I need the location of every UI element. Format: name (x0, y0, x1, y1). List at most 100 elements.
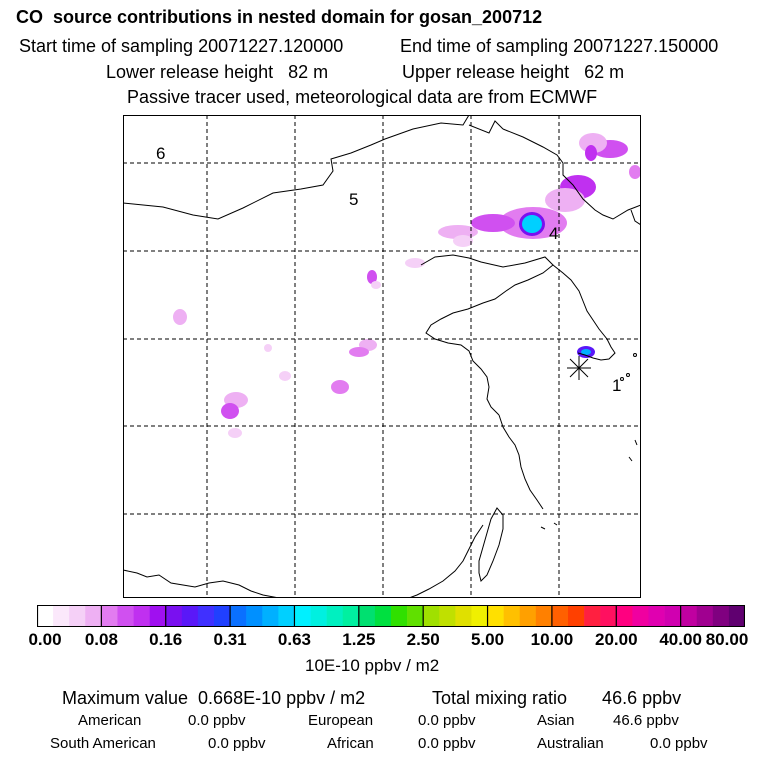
colorbar-cell (632, 605, 649, 627)
asian-value: 46.6 ppbv (613, 712, 679, 729)
plume-blob (173, 309, 187, 325)
colorbar-tick-label: 20.00 (594, 630, 638, 649)
south-coast (123, 524, 484, 598)
mongolia-border (123, 115, 470, 220)
colorbar-cell (133, 605, 150, 627)
colorbar-cell (616, 605, 633, 627)
end-time: End time of sampling 20071227.150000 (400, 36, 719, 56)
colorbar-cell (712, 605, 730, 627)
plume-blob (331, 380, 349, 394)
island-dot (633, 353, 637, 357)
south-american-value: 0.0 ppbv (208, 735, 266, 752)
plume-blob (438, 225, 478, 239)
plume-blob (545, 188, 585, 212)
colorbar-cell (648, 605, 665, 627)
colorbar-cell (85, 605, 102, 627)
australian-label: Australian (537, 735, 604, 752)
south-american-label: South American (50, 735, 156, 752)
colorbar-cell (165, 605, 183, 627)
plume-blob (405, 258, 425, 268)
colorbar (36, 605, 746, 627)
region-label-1: 1 (612, 376, 621, 395)
colorbar-cell (101, 605, 118, 627)
total-mixing-ratio: Total mixing ratio 46.6 ppbv (432, 688, 682, 708)
colorbar-tick-label: 80.00 (705, 630, 749, 649)
plume-blob (579, 133, 607, 153)
colorbar-frame (37, 605, 745, 627)
northeast-border (468, 120, 641, 220)
colorbar-cell (664, 605, 681, 627)
european-label: European (308, 712, 374, 729)
colorbar-tick-label: 0.31 (213, 630, 247, 649)
plume-blob (585, 145, 597, 161)
bohai-coast (420, 254, 554, 416)
colorbar-cell (278, 605, 295, 627)
colorbar-cell (696, 605, 714, 627)
colorbar-cell (230, 605, 247, 627)
colorbar-tick-label: 1.25 (342, 630, 376, 649)
ryukyu-islands (540, 439, 638, 530)
colorbar-cell (568, 605, 585, 627)
plume-blob (221, 403, 239, 419)
colorbar-tick-label: 2.50 (406, 630, 440, 649)
colorbar-cell (439, 605, 456, 627)
colorbar-cell (37, 605, 54, 627)
colorbar-cell (262, 605, 279, 627)
plume-blob (581, 349, 591, 355)
african-value: 0.0 ppbv (418, 735, 476, 752)
colorbar-cell (503, 605, 521, 627)
korea-coast (552, 264, 616, 361)
colorbar-tick-label: 0.08 (84, 630, 118, 649)
colorbar-cell (391, 605, 408, 627)
plume-blob (629, 165, 641, 179)
american-value: 0.0 ppbv (188, 712, 246, 729)
colorbar-cell (117, 605, 134, 627)
region-label-6: 6 (156, 144, 165, 163)
upper-release-height: Upper release height 62 m (402, 62, 625, 82)
japan-fragment (630, 209, 641, 226)
coastlines (123, 115, 641, 598)
colorbar-cell (423, 605, 440, 627)
lower-release-height: Lower release height 82 m (106, 62, 329, 82)
african-label: African (327, 735, 374, 752)
colorbar-cell (551, 605, 569, 627)
taiwan-island (478, 507, 504, 582)
american-label: American (78, 712, 142, 729)
colorbar-tick-label: 10.00 (530, 630, 574, 649)
colorbar-cell (584, 605, 601, 627)
colorbar-cell (680, 605, 698, 627)
colorbar-cell (728, 605, 746, 627)
colorbar-cell (197, 605, 215, 627)
map-panel: 6 5 4 1 (123, 115, 641, 598)
concentration-field (173, 133, 641, 438)
start-time: Start time of sampling 20071227.120000 (19, 36, 344, 56)
asian-label: Asian (537, 712, 575, 729)
colorbar-cell (358, 605, 376, 627)
colorbar-cell (342, 605, 360, 627)
tracer-note: Passive tracer used, meteorological data… (127, 87, 598, 107)
colorbar-tick-label: 40.00 (659, 630, 702, 649)
map-svg: 6 5 4 1 (123, 115, 641, 598)
colorbar-cell (181, 605, 199, 627)
colorbar-svg (36, 605, 746, 627)
island-dot (626, 373, 630, 377)
plume-blob (279, 371, 291, 381)
colorbar-cell (294, 605, 311, 627)
colorbar-tick-label: 0.16 (149, 630, 183, 649)
colorbar-cell (310, 605, 327, 627)
colorbar-cell (69, 605, 86, 627)
australian-value: 0.0 ppbv (650, 735, 708, 752)
yellow-sea-west (498, 414, 544, 510)
colorbar-cell (600, 605, 617, 627)
island-dot (620, 377, 624, 381)
plume-blob (522, 215, 542, 233)
colorbar-cell (487, 605, 504, 627)
plot-title: CO source contributions in nested domain… (16, 7, 543, 27)
colorbar-cell (374, 605, 392, 627)
colorbar-tick-label: 5.00 (470, 630, 505, 649)
plume-blob (228, 428, 242, 438)
plume-blob (264, 344, 272, 352)
colorbar-cell (149, 605, 167, 627)
plume-blob (471, 214, 515, 232)
colorbar-cell (246, 605, 263, 627)
